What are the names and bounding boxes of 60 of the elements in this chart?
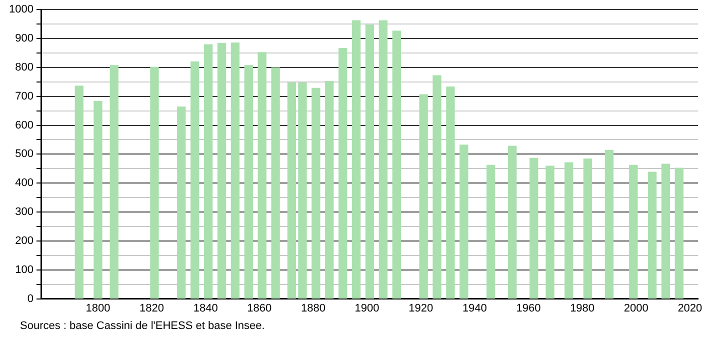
bar [604, 150, 614, 299]
y-tick-label: 700 [15, 90, 34, 102]
source-note: Sources : base Cassini de l'EHESS et base Insee. [20, 320, 265, 332]
y-tick-label: 900 [15, 32, 34, 45]
x-tick-label: 1820 [140, 302, 164, 314]
bar [661, 164, 670, 299]
bar [204, 44, 213, 299]
bar [378, 20, 388, 299]
x-tick-label: 1900 [354, 302, 380, 314]
x-tick-label: 1940 [462, 302, 487, 314]
bar [258, 52, 266, 299]
bar [674, 168, 684, 299]
bar [217, 42, 226, 299]
bar [446, 86, 455, 299]
x-tick-label: 2000 [624, 302, 648, 314]
bar [338, 48, 348, 299]
bar [94, 100, 102, 299]
bar [432, 75, 442, 299]
bar [352, 20, 361, 299]
bar [244, 65, 253, 299]
y-tick-label: 800 [15, 61, 34, 74]
y-tick-label: 0 [27, 292, 34, 305]
bar [508, 146, 517, 299]
y-tick-label: 600 [15, 119, 34, 132]
bar [583, 158, 592, 299]
bar [419, 94, 428, 299]
bar [150, 66, 159, 299]
bar [287, 82, 296, 299]
bar [230, 42, 240, 299]
bar [110, 65, 118, 299]
x-tick-label: 1860 [247, 302, 272, 314]
bar [312, 88, 320, 299]
bar [648, 172, 657, 299]
bar [530, 158, 538, 299]
y-tick-label: 200 [15, 234, 34, 247]
bar [486, 164, 496, 299]
bar [298, 82, 307, 299]
x-tick-label: 1960 [516, 302, 541, 314]
x-tick-label: 1920 [408, 302, 434, 314]
bar [629, 164, 638, 299]
bar [177, 106, 186, 299]
y-tick-label: 500 [15, 148, 34, 160]
y-tick-label: 300 [15, 206, 34, 218]
bar [564, 162, 574, 299]
bar [392, 30, 401, 299]
bar [190, 61, 200, 299]
bar [271, 67, 280, 299]
x-tick-label: 1840 [193, 302, 218, 314]
bar [325, 80, 334, 299]
bar [546, 166, 554, 299]
x-tick-label: 2020 [678, 302, 702, 314]
x-tick-label: 1880 [300, 302, 326, 314]
y-tick-label: 100 [15, 264, 34, 276]
bar [74, 86, 84, 299]
x-tick-label: 1800 [86, 302, 110, 314]
bar [365, 24, 374, 299]
bar [460, 144, 468, 299]
y-tick-label: 400 [15, 177, 34, 190]
y-tick-label: 1000 [8, 4, 34, 16]
x-tick-label: 1980 [570, 302, 595, 314]
